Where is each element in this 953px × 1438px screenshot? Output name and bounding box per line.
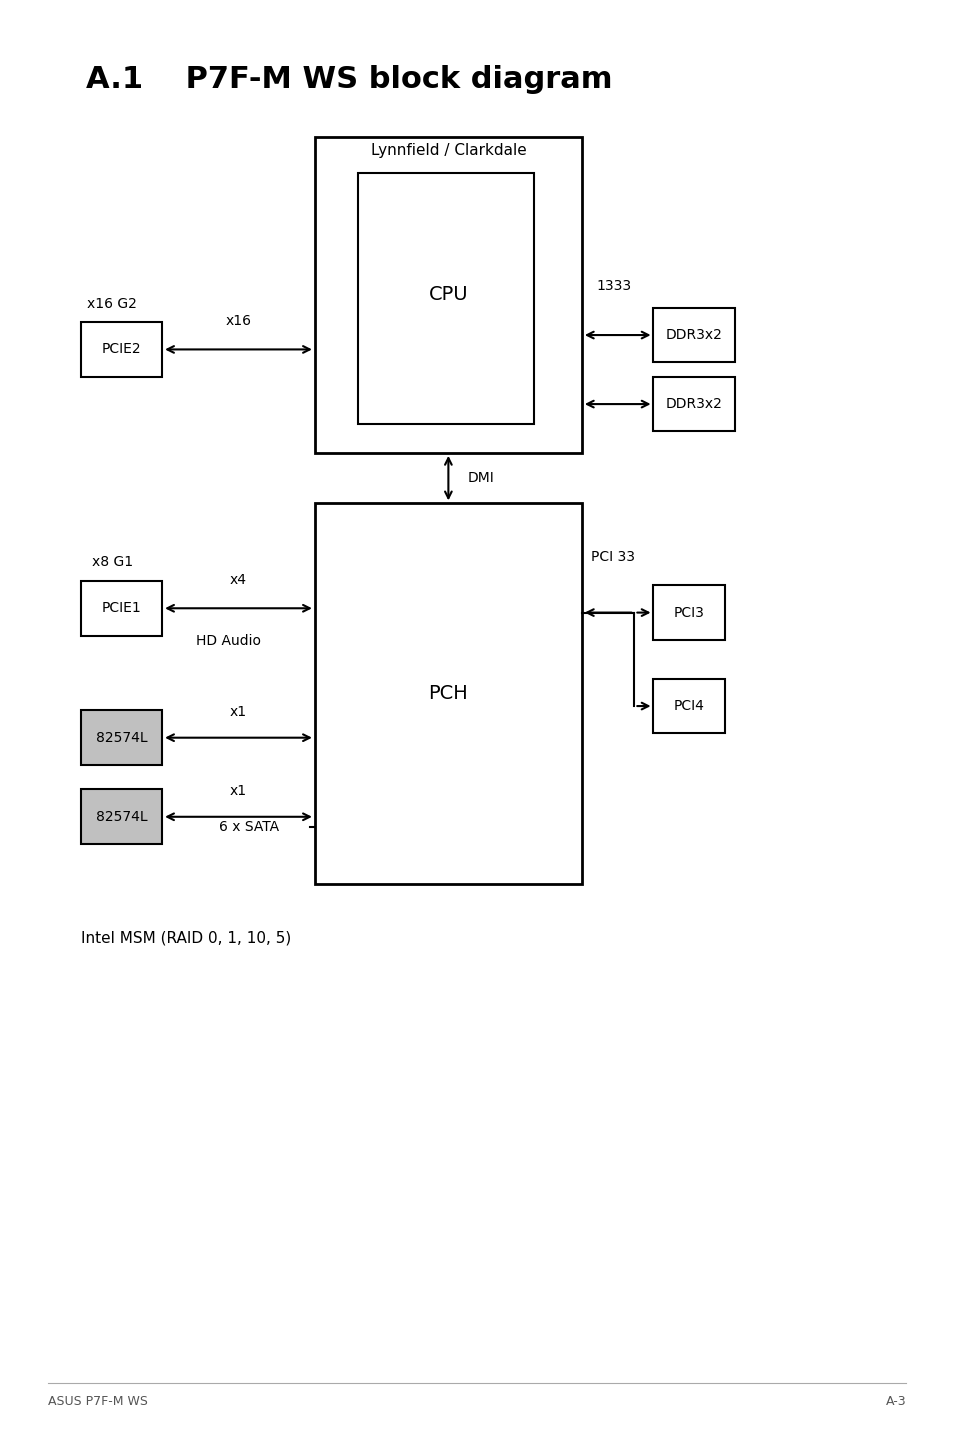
Text: A.1    P7F-M WS block diagram: A.1 P7F-M WS block diagram bbox=[86, 65, 612, 93]
FancyBboxPatch shape bbox=[81, 581, 162, 636]
Text: HD Audio: HD Audio bbox=[196, 634, 261, 649]
Text: Intel MSM (RAID 0, 1, 10, 5): Intel MSM (RAID 0, 1, 10, 5) bbox=[81, 930, 291, 945]
FancyBboxPatch shape bbox=[653, 308, 734, 362]
FancyBboxPatch shape bbox=[653, 377, 734, 431]
Text: DMI: DMI bbox=[467, 472, 494, 485]
Text: ASUS P7F-M WS: ASUS P7F-M WS bbox=[48, 1395, 148, 1408]
FancyBboxPatch shape bbox=[81, 710, 162, 765]
FancyBboxPatch shape bbox=[81, 789, 162, 844]
Text: PCIE2: PCIE2 bbox=[102, 342, 141, 357]
FancyBboxPatch shape bbox=[314, 503, 581, 884]
FancyBboxPatch shape bbox=[653, 679, 724, 733]
Text: Lynnfield / Clarkdale: Lynnfield / Clarkdale bbox=[370, 144, 526, 158]
Text: 82574L: 82574L bbox=[95, 731, 148, 745]
Text: 1333: 1333 bbox=[596, 279, 631, 293]
FancyBboxPatch shape bbox=[653, 585, 724, 640]
Text: 82574L: 82574L bbox=[95, 810, 148, 824]
Text: PCH: PCH bbox=[428, 684, 468, 703]
Text: x16: x16 bbox=[225, 313, 252, 328]
Text: 6 x SATA: 6 x SATA bbox=[219, 820, 279, 834]
Text: x8 G1: x8 G1 bbox=[91, 555, 132, 569]
Text: CPU: CPU bbox=[428, 285, 468, 305]
FancyBboxPatch shape bbox=[357, 173, 534, 424]
Text: x1: x1 bbox=[230, 784, 247, 798]
Text: x1: x1 bbox=[230, 705, 247, 719]
Text: x4: x4 bbox=[230, 572, 247, 587]
Text: PCIE1: PCIE1 bbox=[102, 601, 141, 615]
Text: DDR3x2: DDR3x2 bbox=[665, 328, 721, 342]
Text: PCI4: PCI4 bbox=[673, 699, 704, 713]
Text: x16 G2: x16 G2 bbox=[87, 296, 137, 311]
FancyBboxPatch shape bbox=[81, 322, 162, 377]
Text: DDR3x2: DDR3x2 bbox=[665, 397, 721, 411]
Text: A-3: A-3 bbox=[884, 1395, 905, 1408]
Text: PCI3: PCI3 bbox=[673, 605, 704, 620]
FancyBboxPatch shape bbox=[314, 137, 581, 453]
Text: PCI 33: PCI 33 bbox=[591, 549, 635, 564]
